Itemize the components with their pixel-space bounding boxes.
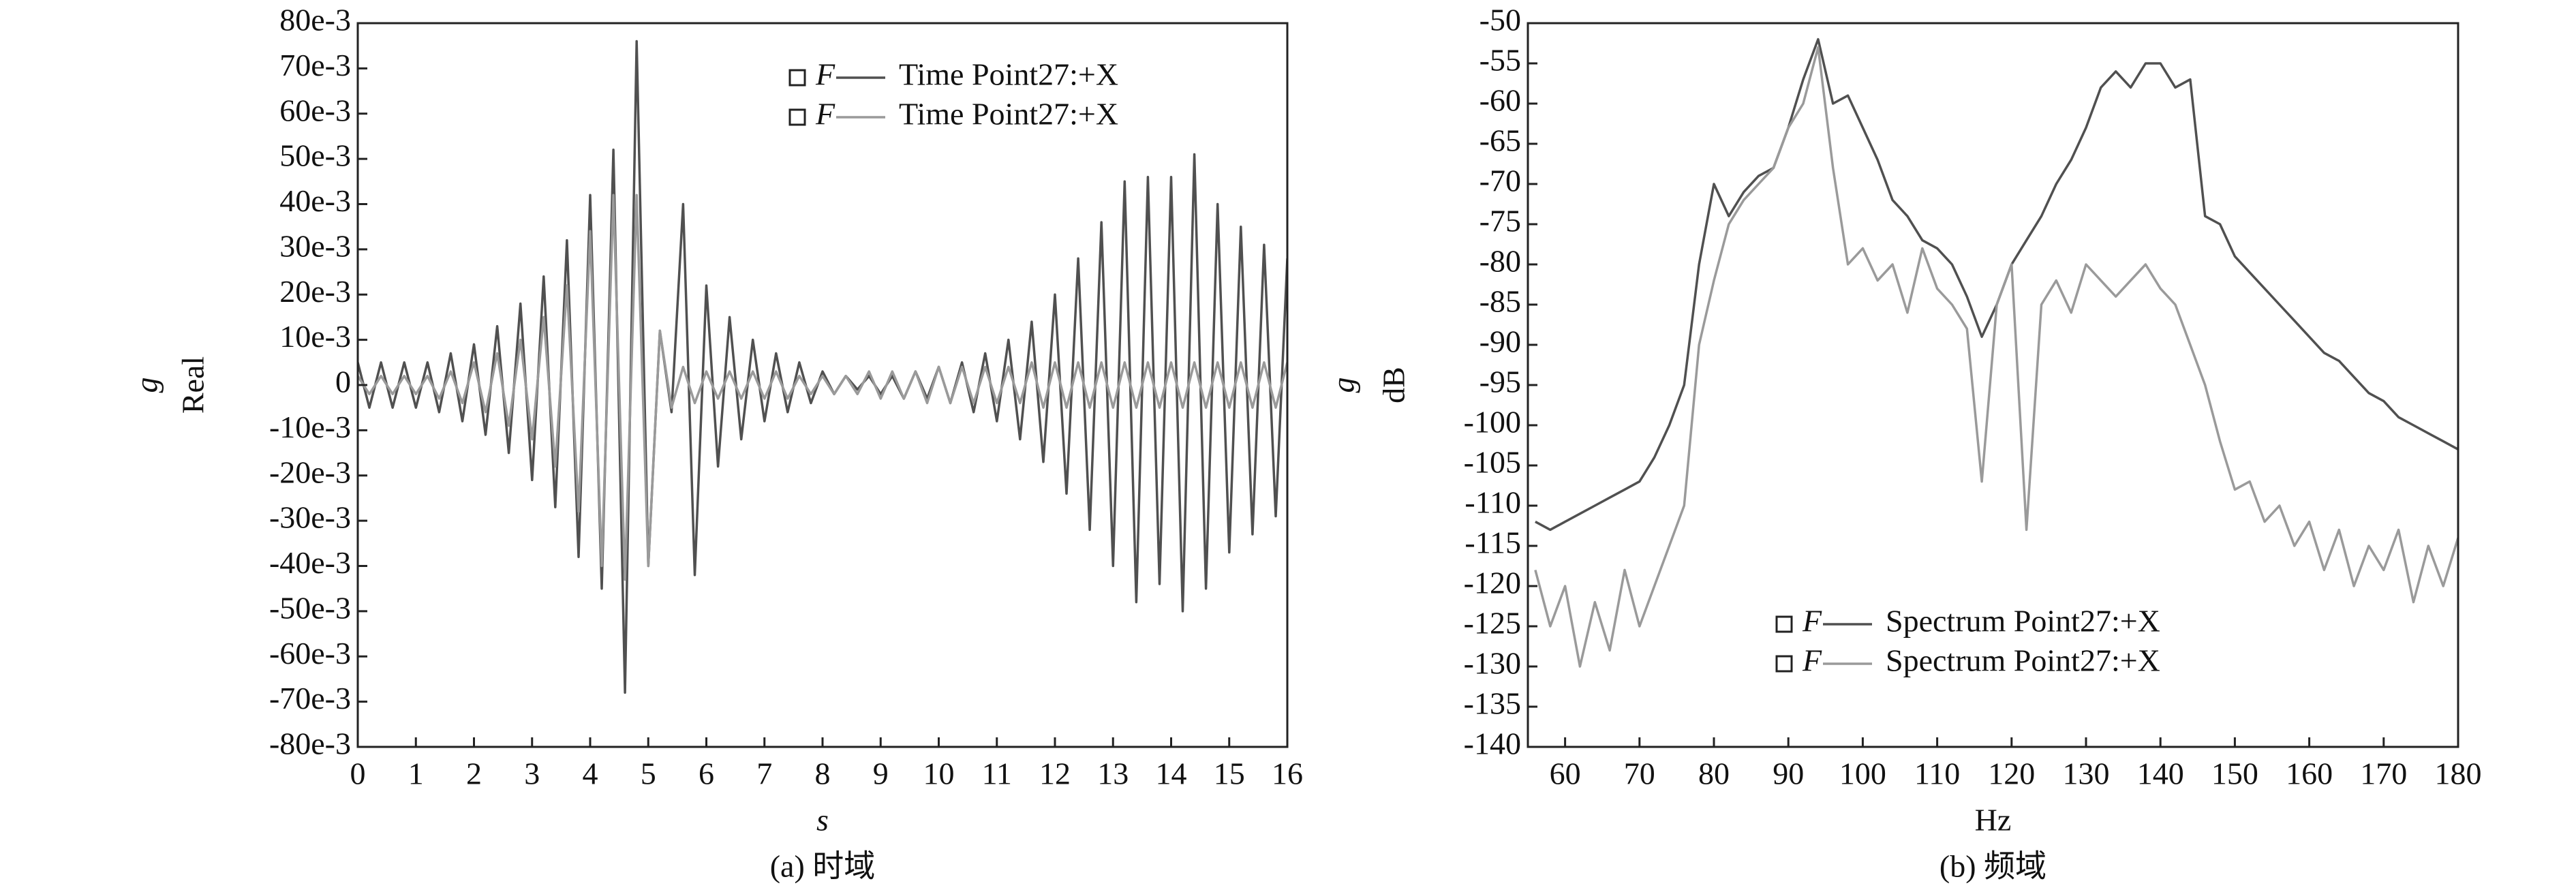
x-tick-label: 60 — [1550, 756, 1581, 791]
y-tick-label: -90 — [1479, 324, 1521, 359]
legend-marker — [788, 69, 806, 87]
series-line — [358, 194, 1287, 581]
y-tick-label: -55 — [1479, 43, 1521, 78]
x-tick-label: 2 — [466, 756, 482, 791]
y-tick-label: -10e-3 — [269, 410, 351, 444]
y-tick-label: -30e-3 — [269, 500, 351, 535]
legend-marker — [1775, 615, 1793, 633]
x-tick-label: 6 — [699, 756, 714, 791]
x-tick-label: 100 — [1839, 756, 1886, 791]
legend-label: Time Point27:+X — [899, 57, 1118, 92]
axes-frame — [1527, 22, 2459, 748]
y-tick-label: -105 — [1464, 445, 1521, 480]
x-tick-label: 0 — [350, 756, 366, 791]
y-tick-label: -100 — [1464, 405, 1521, 440]
y-axis-label: Real — [176, 356, 211, 414]
y-tick-label: 30e-3 — [279, 228, 351, 263]
y-tick-label: -95 — [1479, 365, 1521, 399]
x-axis-label: Hz — [1975, 803, 2012, 838]
y-tick-label: 0 — [335, 365, 351, 399]
y-tick-label: -110 — [1465, 485, 1521, 520]
x-tick-label: 8 — [815, 756, 831, 791]
legend-label: Time Point27:+X — [899, 97, 1118, 132]
y-tick-label: 10e-3 — [279, 319, 351, 354]
y-axis-label: dB — [1377, 367, 1411, 403]
legend-prefix: F — [815, 57, 835, 92]
x-tick-label: 90 — [1773, 756, 1804, 791]
x-tick-label: 110 — [1914, 756, 1960, 791]
x-tick-label: 160 — [2286, 756, 2333, 791]
legend-prefix: F — [815, 97, 835, 132]
x-axis-label: s — [816, 803, 829, 838]
y-tick-label: -50 — [1479, 3, 1521, 37]
legend-prefix: F — [1802, 643, 1822, 678]
x-tick-label: 180 — [2435, 756, 2482, 791]
x-tick-label: 130 — [2063, 756, 2110, 791]
y-axis-unit: g — [129, 378, 164, 393]
x-tick-label: 9 — [873, 756, 889, 791]
legend-prefix: F — [1802, 604, 1822, 639]
caption: (a) 时域 — [770, 849, 876, 884]
y-tick-label: 50e-3 — [279, 138, 351, 173]
y-tick-label: 80e-3 — [279, 3, 351, 37]
y-tick-label: -50e-3 — [269, 590, 351, 625]
y-tick-label: -60 — [1479, 83, 1521, 118]
legend-label: Spectrum Point27:+X — [1886, 604, 2160, 639]
legend-marker — [788, 108, 806, 126]
caption: (b) 频域 — [1939, 849, 2046, 884]
x-tick-label: 150 — [2211, 756, 2258, 791]
y-tick-label: -70e-3 — [269, 681, 351, 716]
y-tick-label: -40e-3 — [269, 545, 351, 580]
plot-area — [1534, 37, 2458, 668]
y-tick-label: -130 — [1464, 646, 1521, 681]
x-tick-label: 5 — [641, 756, 656, 791]
y-tick-label: -75 — [1479, 204, 1521, 239]
y-tick-label: -120 — [1464, 566, 1521, 600]
y-tick-label: -140 — [1464, 726, 1521, 761]
x-tick-label: 140 — [2137, 756, 2184, 791]
y-tick-label: -115 — [1465, 525, 1521, 560]
y-tick-label: -70 — [1479, 164, 1521, 198]
x-tick-label: 11 — [982, 756, 1012, 791]
x-tick-label: 1 — [408, 756, 424, 791]
plot-area — [358, 40, 1287, 694]
legend-marker — [1775, 655, 1793, 673]
x-tick-label: 15 — [1214, 756, 1245, 791]
x-tick-label: 10 — [923, 756, 955, 791]
legend-label: Spectrum Point27:+X — [1886, 643, 2160, 678]
x-tick-label: 14 — [1156, 756, 1187, 791]
y-tick-label: -135 — [1464, 686, 1521, 721]
x-tick-label: 13 — [1097, 756, 1129, 791]
x-tick-label: 120 — [1988, 756, 2035, 791]
y-tick-label: -60e-3 — [269, 636, 351, 671]
y-tick-label: -85 — [1479, 284, 1521, 319]
axes-frame — [356, 22, 1289, 748]
y-tick-label: -20e-3 — [269, 455, 351, 489]
x-tick-label: 70 — [1624, 756, 1655, 791]
y-tick-label: -80 — [1479, 244, 1521, 279]
y-axis-unit: g — [1326, 378, 1361, 393]
y-tick-label: -125 — [1464, 606, 1521, 641]
y-tick-label: 40e-3 — [279, 183, 351, 218]
x-tick-label: 12 — [1039, 756, 1071, 791]
x-tick-label: 80 — [1698, 756, 1730, 791]
x-tick-label: 4 — [583, 756, 598, 791]
y-tick-label: 60e-3 — [279, 93, 351, 127]
y-tick-label: 20e-3 — [279, 274, 351, 309]
y-tick-label: -65 — [1479, 123, 1521, 158]
x-tick-label: 16 — [1272, 756, 1303, 791]
y-tick-label: 70e-3 — [279, 48, 351, 82]
y-tick-label: -80e-3 — [269, 726, 351, 761]
x-tick-label: 3 — [524, 756, 540, 791]
x-tick-label: 170 — [2360, 756, 2407, 791]
x-tick-label: 7 — [756, 756, 772, 791]
series-line — [1534, 46, 2458, 668]
series-line — [1535, 37, 2458, 532]
